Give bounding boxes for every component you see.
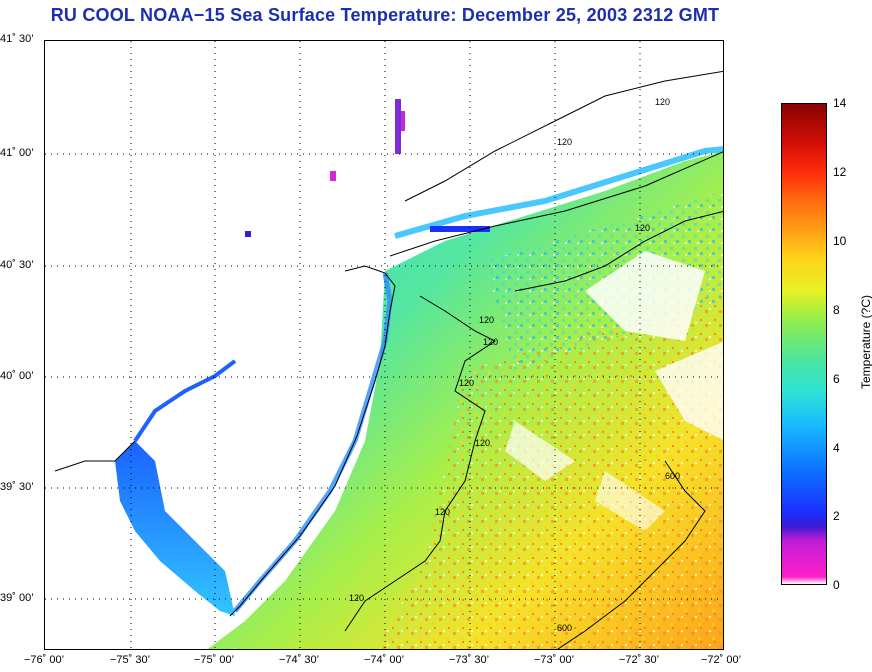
- lon-label-74-00: −74˚ 00’: [363, 654, 405, 666]
- colorbar-title: Temperature (?C): [859, 294, 872, 390]
- lat-label-41-30: 41˚ 30’: [0, 33, 34, 45]
- colorbar-tick-12: 12: [833, 165, 847, 179]
- contour-label-120-d: 120: [479, 315, 494, 325]
- colorbar-tick-0: 0: [833, 578, 840, 592]
- river-patch-5: [430, 226, 490, 232]
- temperature-colorbar: [781, 103, 827, 585]
- contour-label-120-f: 120: [459, 378, 474, 388]
- coastline-ct: [404, 70, 723, 202]
- cloud-gap-1: [585, 251, 705, 341]
- lon-label-75-00: −75˚ 00’: [193, 654, 235, 666]
- cloud-gap-2: [655, 341, 723, 440]
- lon-label-73-00: −73˚ 00’: [533, 654, 575, 666]
- river-patch-4: [245, 231, 251, 237]
- contour-label-120-e: 120: [483, 337, 498, 347]
- delaware-river: [133, 359, 237, 443]
- lon-label-76-00: −76˚ 00’: [23, 654, 65, 666]
- contour-label-120-c: 120: [635, 223, 650, 233]
- contour-label-120-b: 120: [557, 137, 572, 147]
- river-patch-1: [395, 99, 401, 154]
- colorbar-tick-2: 2: [833, 509, 840, 523]
- contour-label-120-h: 120: [435, 507, 450, 517]
- colorbar-tick-8: 8: [833, 303, 840, 317]
- lon-label-73-30: −73˚ 30’: [448, 654, 490, 666]
- contour-120m: [344, 295, 496, 632]
- contour-label-120-i: 120: [349, 593, 364, 603]
- colorbar-tick-10: 10: [833, 234, 847, 248]
- long-island-sound: [394, 146, 723, 239]
- lon-label-74-30: −74˚ 30’: [278, 654, 320, 666]
- coastline-delaware: [54, 440, 136, 472]
- contour-120m-north: [514, 210, 723, 292]
- coastline-li: [389, 151, 723, 257]
- colorbar-tick-6: 6: [833, 372, 840, 386]
- river-patch-2: [401, 111, 405, 131]
- contour-600m: [557, 460, 706, 649]
- lat-label-40-30: 40˚ 30’: [0, 259, 34, 271]
- contour-label-600-b: 600: [557, 623, 572, 633]
- river-patch-3: [330, 171, 336, 181]
- cloud-gap-4: [595, 471, 665, 531]
- sst-map[interactable]: 120 120 120 120 120 120 120 120 120 600 …: [44, 40, 724, 650]
- page-title: RU COOL NOAA−15 Sea Surface Temperature:…: [50, 5, 720, 25]
- sst-map-svg: 120 120 120 120 120 120 120 120 120 600 …: [45, 41, 723, 649]
- lon-label-72-00: −72˚ 00’: [700, 654, 742, 666]
- contour-label-120-g: 120: [475, 438, 490, 448]
- lon-label-75-30: −75˚ 30’: [109, 654, 151, 666]
- colorbar-tick-14: 14: [833, 96, 847, 110]
- cloud-gap-3: [505, 421, 575, 481]
- lat-label-40-00: 40˚ 00’: [0, 370, 34, 382]
- contour-label-600-a: 600: [665, 471, 680, 481]
- delaware-bay: [115, 441, 235, 616]
- lat-label-39-00: 39˚ 00’: [0, 592, 34, 604]
- colorbar-tick-4: 4: [833, 441, 840, 455]
- coastline-nj: [229, 265, 396, 617]
- lon-label-72-30: −72˚ 30’: [618, 654, 660, 666]
- contour-label-120-a: 120: [655, 97, 670, 107]
- lat-label-39-30: 39˚ 30’: [0, 481, 34, 493]
- lat-label-41-00: 41˚ 00’: [0, 147, 34, 159]
